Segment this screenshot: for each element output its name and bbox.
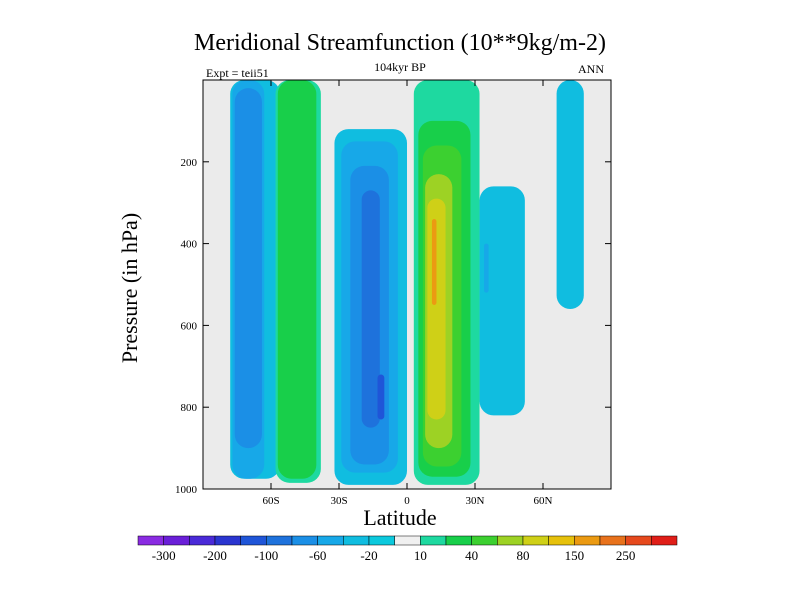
colorbar-swatch bbox=[368, 535, 395, 546]
y-tick-label: 1000 bbox=[175, 484, 198, 496]
colorbar-label: -100 bbox=[254, 548, 278, 563]
colorbar-swatch bbox=[574, 535, 601, 546]
colorbar-swatch bbox=[625, 535, 652, 546]
colorbar-label: -60 bbox=[309, 548, 326, 563]
y-tick-label: 600 bbox=[181, 320, 198, 332]
colorbar-swatch bbox=[471, 535, 498, 546]
colorbar-swatch bbox=[548, 535, 575, 546]
chart-title: Meridional Streamfunction (10**9kg/m-2) bbox=[194, 30, 606, 56]
colorbar-swatch bbox=[522, 535, 549, 546]
contour-region bbox=[361, 190, 380, 428]
colorbar-label: -200 bbox=[203, 548, 227, 563]
colorbar-swatch bbox=[137, 535, 164, 546]
colorbar-swatch bbox=[420, 535, 447, 546]
colorbar-label: 250 bbox=[616, 548, 636, 563]
contour-region bbox=[377, 374, 385, 420]
x-tick-label: 30S bbox=[330, 495, 347, 507]
contour-region bbox=[484, 243, 489, 293]
colorbar-swatch bbox=[497, 535, 524, 546]
colorbar-swatch bbox=[445, 535, 472, 546]
colorbar-swatch bbox=[599, 535, 626, 546]
colorbar-label: 40 bbox=[465, 548, 478, 563]
colorbar-swatch bbox=[163, 535, 190, 546]
experiment-label: Expt = teii51 bbox=[206, 66, 269, 80]
colorbar-swatch bbox=[394, 535, 421, 546]
x-tick-label: 30N bbox=[466, 495, 485, 507]
colorbar-swatch bbox=[343, 535, 370, 546]
colorbar-label: 80 bbox=[517, 548, 530, 563]
contour-region bbox=[479, 186, 525, 416]
colorbar-swatch bbox=[240, 535, 267, 546]
contour-region bbox=[427, 198, 446, 420]
contour-region bbox=[234, 88, 262, 449]
contour-region bbox=[431, 219, 437, 305]
colorbar-label: -20 bbox=[360, 548, 377, 563]
colorbar-label: 150 bbox=[565, 548, 585, 563]
contour-region bbox=[277, 80, 317, 479]
colorbar-swatch bbox=[317, 535, 344, 546]
y-tick-label: 800 bbox=[181, 402, 198, 414]
colorbar-label: -300 bbox=[152, 548, 176, 563]
y-tick-label: 200 bbox=[181, 157, 198, 169]
x-tick-label: 60N bbox=[534, 495, 553, 507]
colorbar-swatch bbox=[214, 535, 241, 546]
colorbar-label: 10 bbox=[414, 548, 427, 563]
colorbar-swatch bbox=[189, 535, 216, 546]
period-label: 104kyr BP bbox=[374, 60, 426, 74]
y-axis-title: Pressure (in hPa) bbox=[117, 212, 142, 364]
contour-region bbox=[556, 80, 584, 310]
colorbar-swatch bbox=[266, 535, 293, 546]
colorbar-swatch bbox=[291, 535, 318, 546]
y-tick-label: 400 bbox=[181, 239, 198, 251]
season-label: ANN bbox=[578, 62, 604, 76]
x-tick-label: 0 bbox=[404, 495, 410, 507]
colorbar-swatch bbox=[651, 535, 678, 546]
x-tick-label: 60S bbox=[262, 495, 279, 507]
x-axis-title: Latitude bbox=[363, 505, 437, 530]
